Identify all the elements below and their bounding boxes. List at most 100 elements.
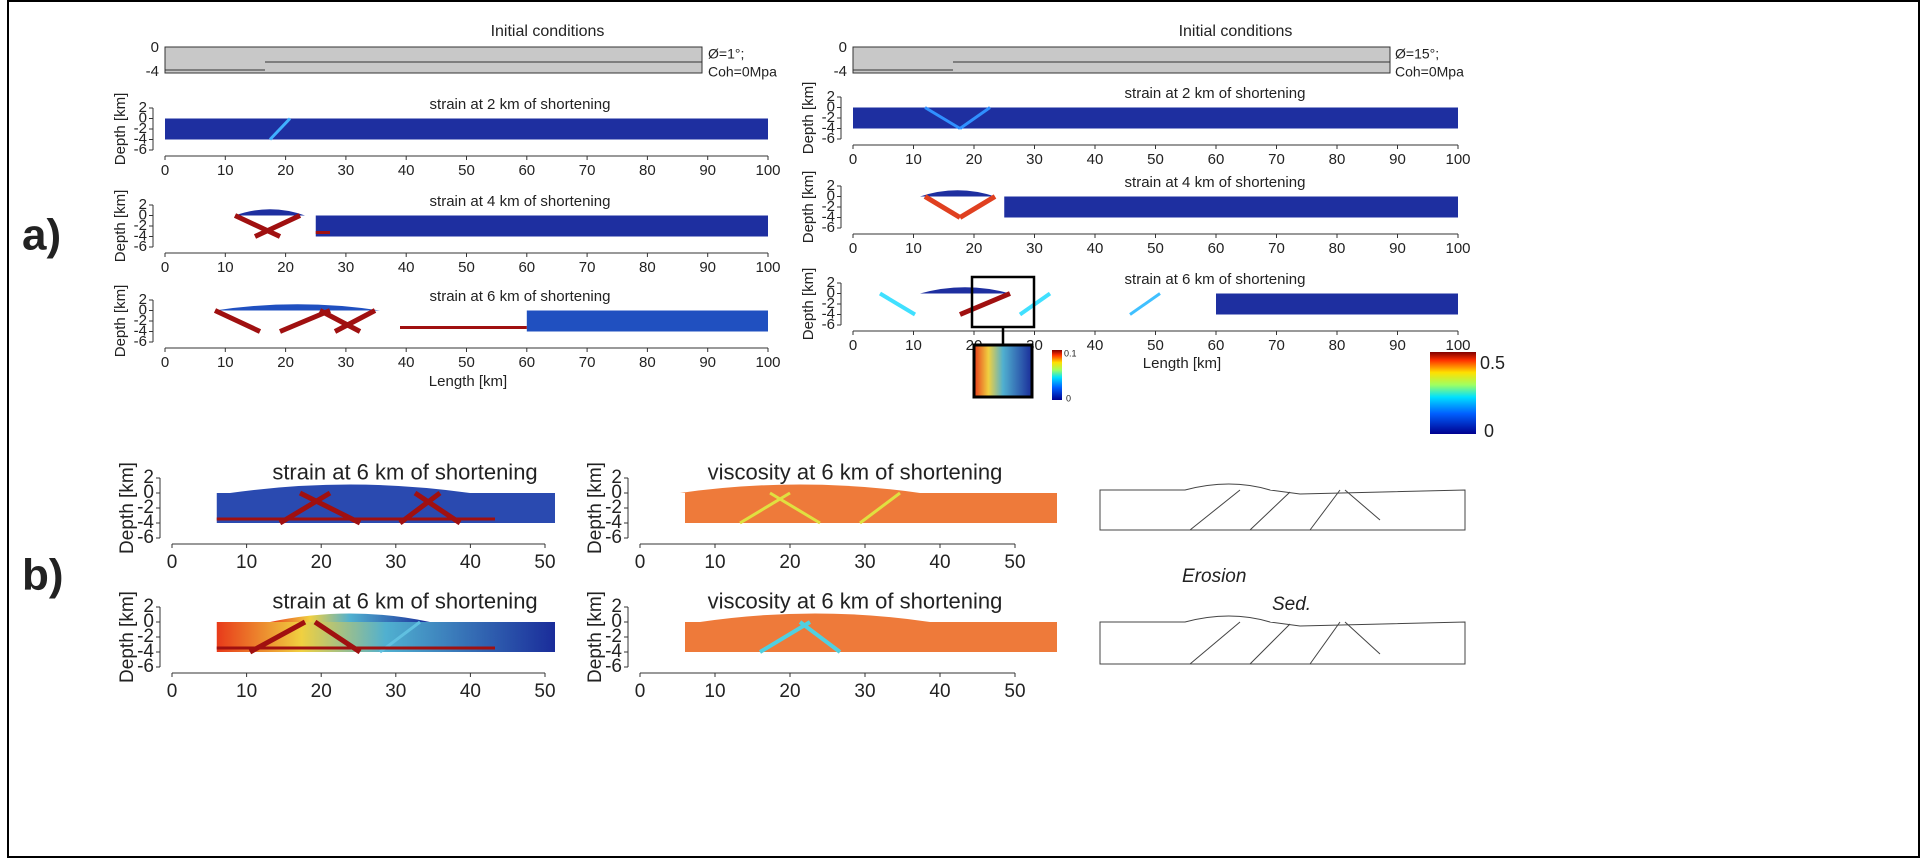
x-tick-label: 0 [167,552,178,573]
x-tick-label: 40 [1087,337,1104,354]
x-tick-label: 30 [854,681,875,702]
shear-band [960,197,995,218]
shear-band [925,197,960,218]
shear-band [880,294,915,315]
x-tick-label: 90 [699,259,716,276]
x-tick-label: 100 [755,162,780,179]
model-field [527,311,768,332]
model-uplift [680,485,920,494]
x-tick-label: 70 [1268,151,1285,168]
x-tick-label: 80 [1329,337,1346,354]
plot-title: viscosity at 6 km of shortening [708,459,1003,484]
y-tick-label: -6 [137,527,154,548]
y-axis-label: Depth [km] [800,171,817,244]
sketch-faults [1190,622,1380,664]
panel-label: a) [22,211,61,260]
plot-title: strain at 4 km of shortening [1125,174,1306,191]
plot-title: viscosity at 6 km of shortening [708,588,1003,613]
y-axis-label: Depth [km] [117,591,138,683]
x-tick-label: 60 [518,354,535,371]
x-tick-label: 90 [1389,337,1406,354]
x-tick-label: 30 [1026,240,1043,257]
x-tick-label: 80 [1329,151,1346,168]
sketch-outline [1100,616,1465,664]
model-uplift [235,209,305,215]
x-tick-label: 40 [460,552,481,573]
colorbar [1430,352,1476,434]
colorbar-label: 0.1 [1064,348,1077,358]
x-tick-label: 30 [338,162,355,179]
x-tick-label: 50 [1147,240,1164,257]
x-tick-label: 20 [311,552,332,573]
y-tick-label: -6 [134,141,147,158]
x-axis-label: Length [km] [1143,355,1221,372]
figure: a) b) Initial conditions0-4Ø=1°;Coh=0Mpa… [0,0,1927,858]
x-tick-label: 60 [518,259,535,276]
x-tick-label: 10 [704,681,725,702]
x-tick-label: 40 [1087,240,1104,257]
colorbar-label: 0 [1484,421,1494,441]
x-tick-label: 60 [1208,240,1225,257]
x-tick-label: 10 [236,681,257,702]
model-field [1216,294,1458,315]
y-tick-label: -6 [134,238,147,255]
inset-colorbar [1052,350,1062,400]
y-tick-label: -6 [605,527,622,548]
plot-title: strain at 2 km of shortening [1125,85,1306,102]
x-tick-label: 0 [167,681,178,702]
model-field [685,622,1057,652]
x-tick-label: 40 [398,162,415,179]
x-tick-label: 20 [277,259,294,276]
x-tick-label: 80 [1329,240,1346,257]
y-tick-label: -4 [146,63,159,80]
x-tick-label: 20 [966,240,983,257]
model-uplift [215,304,380,310]
plot-title: strain at 6 km of shortening [272,588,537,613]
plot-title: strain at 2 km of shortening [430,96,611,113]
x-tick-label: 70 [579,162,596,179]
x-tick-label: 90 [1389,240,1406,257]
y-axis-label: Depth [km] [585,462,606,554]
x-tick-label: 20 [966,151,983,168]
y-axis-label: Depth [km] [800,82,817,155]
x-tick-label: 60 [1208,151,1225,168]
x-tick-label: 20 [779,552,800,573]
x-tick-label: 0 [635,552,646,573]
note: Coh=0Mpa [1395,64,1464,80]
x-tick-label: 70 [1268,240,1285,257]
model-uplift [700,614,930,623]
y-tick-label: -6 [134,333,147,350]
x-tick-label: 100 [1445,337,1470,354]
x-tick-label: 20 [277,162,294,179]
x-tick-label: 80 [639,259,656,276]
plot-title: strain at 4 km of shortening [430,193,611,210]
model-field [165,119,768,140]
note: Ø=15°; [1395,46,1439,62]
sketch-outline [1100,484,1465,530]
x-tick-label: 50 [458,259,475,276]
y-tick-label: -6 [822,219,835,236]
y-axis-label: Depth [km] [112,190,129,263]
initial-layer [165,47,702,73]
sketch-faults [1190,490,1380,530]
x-tick-label: 0 [849,240,857,257]
x-tick-label: 10 [217,354,234,371]
x-tick-label: 50 [1004,552,1025,573]
x-tick-label: 20 [277,354,294,371]
x-tick-label: 40 [460,681,481,702]
plot-title: strain at 6 km of shortening [430,288,611,305]
y-axis-label: Depth [km] [800,268,817,341]
initial-title: Initial conditions [1179,23,1293,40]
x-tick-label: 90 [699,162,716,179]
x-tick-label: 30 [338,354,355,371]
x-tick-label: 10 [704,552,725,573]
x-tick-label: 40 [929,681,950,702]
y-axis-label: Depth [km] [585,591,606,683]
x-tick-label: 30 [385,681,406,702]
x-tick-label: 100 [1445,240,1470,257]
note: Ø=1°; [708,46,744,62]
x-tick-label: 60 [518,162,535,179]
x-tick-label: 100 [755,354,780,371]
x-tick-label: 0 [161,354,169,371]
x-tick-label: 30 [1026,151,1043,168]
